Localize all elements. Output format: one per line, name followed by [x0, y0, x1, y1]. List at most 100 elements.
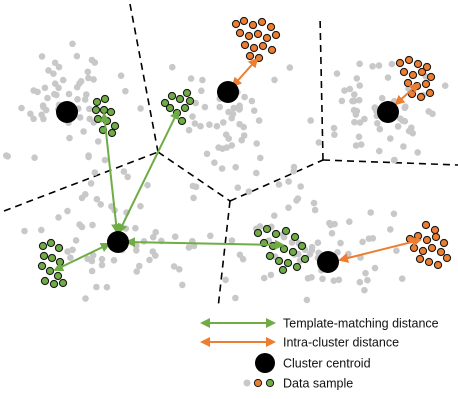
grey-sample-dot [346, 85, 354, 93]
grey-sample-dot [338, 97, 346, 105]
orange-sample-dot [433, 260, 443, 270]
legend-label-template-matching: Template-matching distance [283, 317, 439, 331]
green-sample-dot [54, 243, 64, 253]
grey-sample-dot [85, 153, 92, 161]
grey-sample-dot [228, 237, 236, 244]
grey-sample-dot [425, 108, 433, 115]
grey-sample-dot [303, 296, 311, 304]
green-sample-dot [160, 98, 170, 108]
grey-sample-dot [333, 70, 341, 77]
green-sample-dot [253, 228, 263, 238]
grey-sample-dot [185, 126, 193, 134]
orange-sample-dot [249, 43, 259, 53]
grey-sample-dot [77, 78, 85, 85]
green-sample-dot [47, 253, 57, 263]
orange-sample-dot [245, 51, 255, 61]
grey-sample-dot [55, 63, 63, 71]
grey-sample-dot [337, 239, 344, 247]
grey-sample-dot [117, 72, 125, 79]
green-sample-dot [177, 116, 187, 126]
grey-sample-dot [207, 232, 214, 240]
grey-sample-dot [234, 184, 242, 191]
grey-sample-dot [414, 149, 422, 156]
grey-sample-dot [133, 268, 140, 275]
grey-sample-dot [330, 277, 338, 285]
grey-sample-dot [255, 117, 263, 124]
grey-sample-dot [65, 90, 73, 98]
green-sample-dot [53, 271, 63, 281]
grey-sample-dot [387, 226, 394, 233]
grey-sample-dot [215, 144, 222, 151]
grey-sample-dot [240, 123, 247, 131]
grey-sample-dot [30, 87, 37, 94]
green-sample-dot [274, 256, 284, 266]
orange-sample-dot [235, 28, 245, 38]
legend-item-sample: Data sample [243, 377, 353, 391]
grey-sample-dot [335, 276, 343, 284]
green-sample-dot [99, 105, 109, 115]
grey-sample-dot [351, 91, 358, 98]
orange-sample-dot [421, 220, 431, 230]
legend-item-centroid: Cluster centroid [255, 353, 371, 373]
green-sample-dot [38, 241, 48, 251]
boundary-line [322, 159, 458, 166]
orange-sample-dot [239, 16, 249, 26]
green-sample-dot [100, 94, 110, 104]
orange-sample-dot [415, 254, 425, 264]
grey-sample-dot [397, 115, 404, 122]
orange-sample-dot [416, 92, 426, 102]
grey-sample-dot [285, 204, 292, 211]
grey-sample-dot [275, 181, 283, 188]
grey-sample-dot [356, 119, 364, 126]
orange-sample-dot [253, 29, 263, 39]
template-matching-arrow [53, 242, 111, 272]
green-sample-dot [297, 241, 307, 251]
green-sample-dot [180, 103, 190, 113]
grey-sample-dot [314, 239, 322, 246]
grey-sample-dot [59, 76, 67, 84]
green-sample-dot [106, 107, 116, 117]
grey-sample-dot [352, 142, 360, 149]
grey-sample-dot [297, 183, 305, 190]
grey-sample-dot [179, 281, 186, 289]
grey-sample-dot [245, 188, 253, 195]
legend: Template-matching distance Intra-cluster… [200, 317, 439, 391]
grey-sample-dot [169, 63, 176, 71]
grey-sample-dot [201, 103, 209, 111]
green-sample-dot [91, 105, 101, 115]
grey-sample-dot [367, 209, 375, 216]
green-sample-dot [55, 257, 65, 267]
distance-arrows [53, 57, 422, 272]
grey-sample-dot [267, 271, 275, 279]
grey-sample-dot [353, 75, 361, 82]
grey-sample-dot [230, 104, 238, 112]
grey-sample-dot [132, 224, 139, 232]
orange-sample-dot [422, 235, 432, 245]
grey-sample-dot [357, 141, 365, 148]
orange-sample-dot [418, 246, 428, 256]
orange-sample-dot [426, 72, 436, 82]
grey-sample-dot [50, 70, 57, 77]
intra-cluster-arrow [231, 57, 259, 88]
grey-sample-dot [387, 135, 394, 142]
cluster-centroid [217, 81, 239, 103]
grey-sample-dot [72, 237, 80, 244]
grey-sample-dot [352, 111, 360, 118]
grey-sample-dot [137, 202, 144, 210]
green-sample-dot [281, 226, 291, 236]
grey-sample-dot [248, 97, 256, 105]
grey-sample-dot [271, 212, 278, 219]
grey-sample-dot [81, 96, 89, 103]
green-sample-dot [58, 278, 68, 288]
grey-sample-dot [82, 295, 89, 302]
grey-sample-dot [38, 226, 45, 234]
boundary-line [3, 151, 159, 212]
legend-label-intra-cluster: Intra-cluster distance [283, 336, 399, 350]
grey-sample-dot [401, 104, 409, 112]
grey-sample-dot [103, 283, 111, 291]
grey-sample-dot [241, 93, 248, 101]
green-sample-dot [165, 103, 175, 113]
orange-sample-dot [244, 31, 254, 41]
grey-sample-dot [355, 96, 363, 104]
orange-sample-dot [430, 225, 440, 235]
